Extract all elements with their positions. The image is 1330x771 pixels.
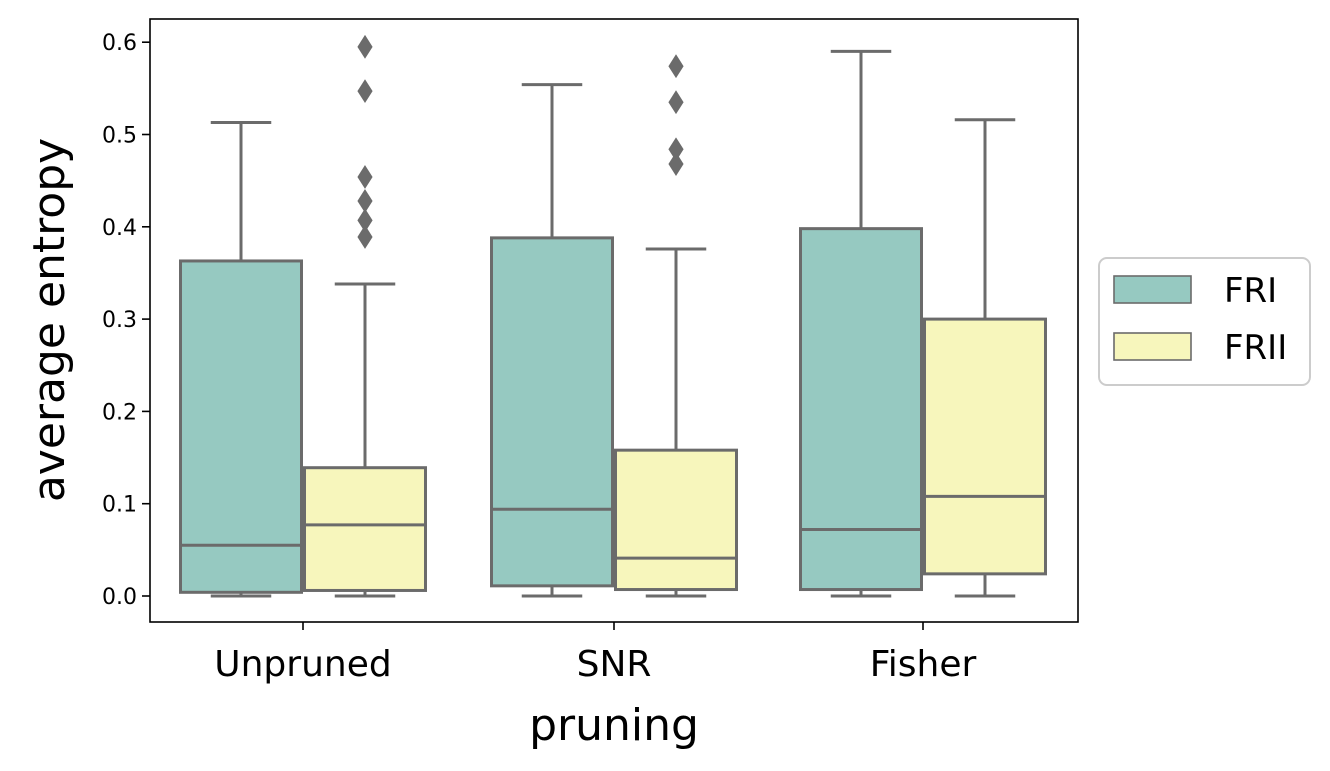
outlier-point bbox=[668, 152, 684, 176]
box-FRII-Unpruned bbox=[303, 34, 427, 598]
box-FRI-SNR bbox=[490, 83, 614, 598]
y-tick-label: 0.0 bbox=[102, 585, 137, 610]
box-body bbox=[303, 466, 427, 592]
y-axis-label: average entropy bbox=[24, 138, 75, 502]
box-body bbox=[490, 236, 614, 588]
legend-label-FRI: FRI bbox=[1224, 271, 1277, 311]
x-tick-label: Unpruned bbox=[214, 644, 391, 685]
box-FRII-SNR bbox=[614, 54, 738, 598]
outlier-point bbox=[357, 225, 373, 249]
outlier-point bbox=[668, 137, 684, 162]
y-tick-label: 0.2 bbox=[102, 400, 137, 425]
x-axis-label: pruning bbox=[529, 700, 699, 751]
outlier-point bbox=[357, 208, 373, 233]
y-tick-label: 0.3 bbox=[102, 308, 137, 333]
y-tick-label: 0.4 bbox=[102, 216, 137, 241]
y-tick-label: 0.1 bbox=[102, 493, 137, 518]
legend: FRI FRII bbox=[1098, 257, 1311, 386]
box-body bbox=[799, 227, 923, 592]
box-body bbox=[179, 259, 303, 594]
outlier-point bbox=[357, 165, 373, 189]
legend-label-FRII: FRII bbox=[1224, 328, 1287, 368]
box-FRII-Fisher bbox=[923, 118, 1047, 598]
axes: 0.0 0.1 0.2 0.3 0.4 0.5 0.6 Unpruned SNR Fisher bbox=[102, 18, 1079, 685]
box-body bbox=[923, 317, 1047, 576]
y-tick-label: 0.6 bbox=[102, 31, 137, 56]
box-FRI-Unpruned bbox=[179, 121, 303, 598]
y-tick-label: 0.5 bbox=[102, 124, 137, 149]
box-FRI-Fisher bbox=[799, 49, 923, 598]
legend-swatch-FRII bbox=[1113, 332, 1192, 361]
outlier-point bbox=[668, 90, 684, 115]
outlier-point bbox=[357, 34, 373, 59]
plot-area bbox=[179, 34, 1047, 598]
outlier-point bbox=[668, 54, 684, 79]
outlier-point bbox=[357, 189, 373, 213]
x-tick-label: SNR bbox=[577, 644, 652, 685]
outlier-point bbox=[357, 79, 373, 104]
legend-swatch-FRI bbox=[1113, 275, 1192, 304]
x-tick-label: Fisher bbox=[870, 644, 977, 685]
box-body bbox=[614, 448, 738, 592]
